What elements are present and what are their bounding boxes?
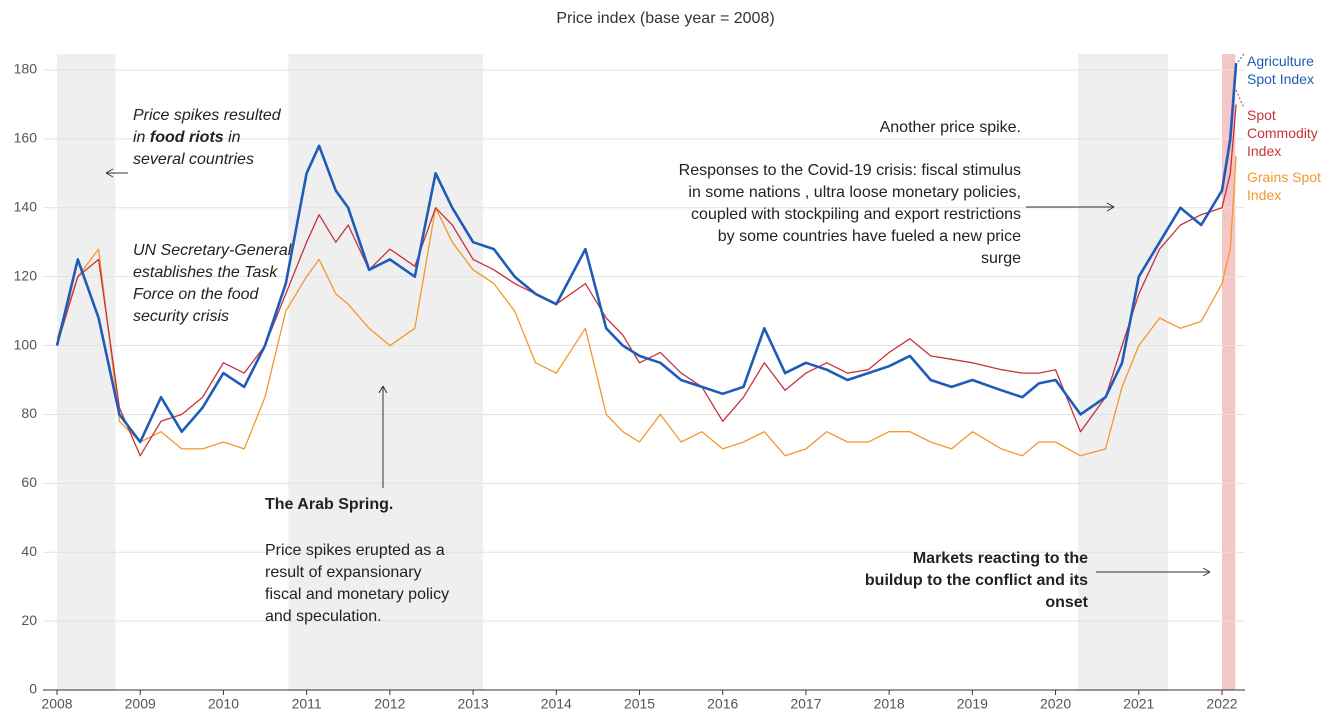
arrows — [105, 53, 1245, 577]
y-tick-label: 80 — [21, 405, 37, 421]
shaded-period — [288, 54, 484, 690]
x-tick-label: 2021 — [1123, 696, 1154, 712]
annotation: Responses to the Covid-19 crisis: fiscal… — [678, 162, 1021, 267]
x-tick-label: 2009 — [125, 696, 156, 712]
annotation: UN Secretary-General establishes the Tas… — [133, 242, 292, 325]
y-tick-label: 140 — [14, 198, 38, 214]
y-tick-label: 100 — [14, 336, 38, 352]
chart-title: Price index (base year = 2008) — [556, 10, 775, 27]
arrow-head — [378, 385, 388, 394]
series-line — [55, 63, 1238, 444]
annotation-text: in several countries — [133, 129, 254, 168]
annotation: The Arab Spring. — [265, 496, 394, 513]
annotation: Markets reacting to the buildup to the c… — [864, 550, 1088, 611]
arrow-head — [105, 168, 114, 178]
annotation: Price spikes erupted as a result of expa… — [265, 542, 450, 625]
legend-entry: Spot Commodity Index — [1247, 107, 1318, 159]
y-tick-label: 0 — [29, 681, 37, 697]
arrow-head — [1202, 567, 1211, 577]
x-tick-label: 2015 — [624, 696, 655, 712]
legend-leader — [1235, 89, 1245, 109]
y-tick-label: 40 — [21, 543, 37, 559]
y-tick-label: 60 — [21, 474, 37, 490]
y-tick-label: 180 — [14, 61, 38, 77]
x-tick-label: 2013 — [457, 696, 488, 712]
annotation-text: food riots — [149, 129, 224, 146]
x-tick-label: 2019 — [957, 696, 988, 712]
x-tick-label: 2017 — [790, 696, 821, 712]
shaded-period — [1078, 54, 1168, 690]
x-tick-label: 2018 — [874, 696, 905, 712]
legend-entry: Grains Spot Index — [1247, 169, 1321, 203]
series-line — [56, 156, 1237, 457]
x-tick-label: 2014 — [541, 696, 572, 712]
annotation: Another price spike. — [879, 119, 1021, 136]
legend-leader — [1237, 53, 1245, 63]
y-tick-label: 120 — [14, 267, 38, 283]
x-tick-label: 2022 — [1206, 696, 1237, 712]
x-tick-label: 2016 — [707, 696, 738, 712]
shaded-period — [57, 54, 116, 690]
y-tick-label: 160 — [14, 130, 38, 146]
x-tick-label: 2012 — [374, 696, 405, 712]
x-tick-label: 2011 — [292, 696, 322, 712]
x-tick-label: 2008 — [41, 696, 72, 712]
y-tick-label: 20 — [21, 612, 37, 628]
arrow-head — [1106, 202, 1115, 212]
annotation-text: Price spikes resulted in — [133, 107, 281, 146]
legend-entry: Agriculture Spot Index — [1247, 53, 1314, 87]
x-tick-label: 2020 — [1040, 696, 1071, 712]
annotation: Price spikes resulted in food riots in s… — [133, 105, 283, 171]
x-tick-label: 2010 — [208, 696, 239, 712]
